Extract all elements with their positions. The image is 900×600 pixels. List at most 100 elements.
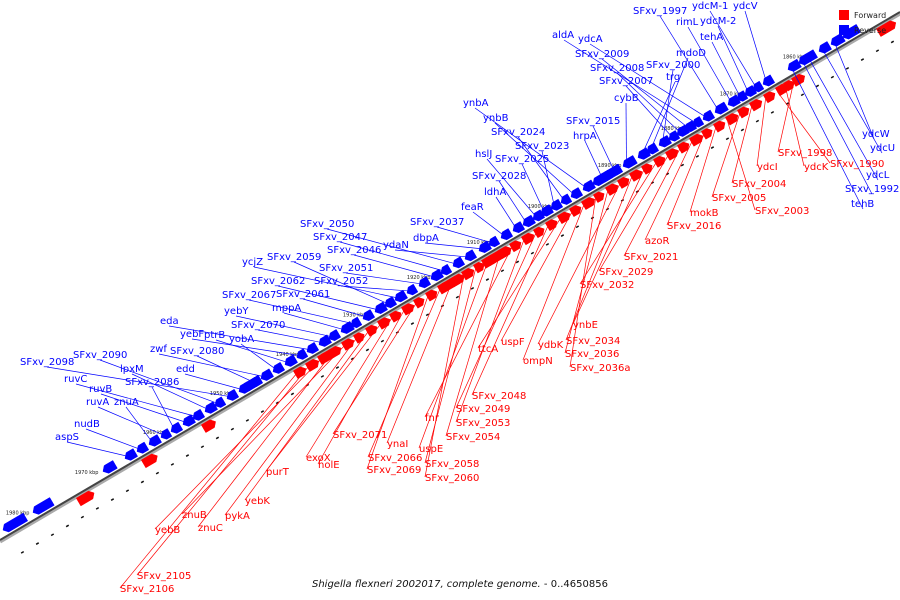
reverse-gene-label[interactable]: ruvA [86, 397, 109, 408]
reverse-gene-arrow[interactable] [787, 58, 802, 72]
forward-gene-label[interactable]: ttcA [478, 344, 498, 355]
reverse-gene-label[interactable]: ydcA [578, 34, 603, 45]
forward-gene-arrow[interactable] [592, 191, 605, 203]
forward-gene-label[interactable]: SFxv_2016 [667, 221, 721, 232]
reverse-gene-label[interactable]: SFxv_2047 [313, 232, 367, 243]
forward-gene-label[interactable]: azoR [645, 236, 669, 247]
forward-gene-label[interactable]: SFxv_2053 [456, 418, 510, 429]
reverse-gene-label[interactable]: ynbB [483, 113, 509, 124]
forward-gene-arrow[interactable] [712, 120, 726, 133]
forward-gene-arrow[interactable] [520, 232, 535, 246]
reverse-gene-label[interactable]: ydcW [862, 129, 890, 140]
forward-gene-label[interactable]: yebB [155, 525, 180, 536]
forward-gene-label[interactable]: exoX [306, 453, 331, 464]
reverse-gene-arrow[interactable] [328, 329, 342, 341]
reverse-gene-label[interactable]: SFxv_2007 [599, 76, 653, 87]
reverse-gene-label[interactable]: trg [666, 72, 680, 83]
reverse-gene-arrow[interactable] [384, 296, 398, 309]
reverse-gene-arrow[interactable] [362, 309, 376, 322]
forward-gene-arrow[interactable] [292, 366, 307, 379]
reverse-gene-label[interactable]: SFxv_2062 [251, 276, 305, 287]
forward-gene-label[interactable]: SFxv_2004 [732, 179, 786, 190]
reverse-gene-label[interactable]: mppA [272, 303, 301, 314]
forward-gene-arrow[interactable] [424, 289, 438, 302]
forward-gene-label[interactable]: ydcI [757, 162, 778, 173]
reverse-gene-arrow[interactable] [762, 74, 776, 87]
forward-gene-label[interactable]: uspF [501, 337, 525, 348]
reverse-gene-arrow[interactable] [32, 497, 55, 515]
reverse-gene-label[interactable]: ydcU [870, 143, 895, 154]
forward-gene-arrow[interactable] [508, 240, 522, 253]
reverse-gene-label[interactable]: aspS [55, 432, 79, 443]
reverse-gene-label[interactable]: SFxv_1997 [633, 6, 687, 17]
forward-gene-label[interactable]: znuB [182, 510, 207, 521]
reverse-gene-arrow[interactable] [622, 155, 638, 169]
forward-gene-arrow[interactable] [628, 169, 643, 182]
reverse-gene-arrow[interactable] [102, 460, 118, 474]
reverse-gene-arrow[interactable] [318, 334, 332, 347]
reverse-gene-label[interactable]: SFxv_2025 [495, 154, 549, 165]
forward-gene-label[interactable]: SFxv_2032 [580, 280, 634, 291]
reverse-gene-arrow[interactable] [124, 448, 138, 461]
reverse-gene-label[interactable]: ruvB [89, 384, 112, 395]
reverse-gene-label[interactable]: SFxv_2067 [222, 290, 276, 301]
reverse-gene-arrow[interactable] [418, 276, 432, 289]
reverse-gene-label[interactable]: ldhA [484, 187, 506, 198]
forward-gene-label[interactable]: ydcK [804, 162, 829, 173]
reverse-gene-label[interactable]: hrpA [573, 131, 597, 142]
forward-gene-label[interactable]: pykA [225, 511, 250, 522]
reverse-gene-arrow[interactable] [452, 256, 466, 269]
reverse-gene-label[interactable]: SFxv_2008 [590, 63, 644, 74]
reverse-gene-arrow[interactable] [406, 283, 419, 296]
reverse-gene-arrow[interactable] [430, 268, 444, 282]
reverse-gene-label[interactable]: tehB [851, 199, 874, 210]
reverse-gene-label[interactable]: ydcL [866, 170, 890, 181]
forward-gene-label[interactable]: SFxv_2003 [755, 206, 809, 217]
reverse-gene-label[interactable]: ptrB [204, 330, 225, 341]
forward-gene-label[interactable]: mokB [690, 208, 719, 219]
forward-gene-label[interactable]: SFxv_2048 [472, 391, 526, 402]
reverse-gene-label[interactable]: yebF [180, 329, 204, 340]
reverse-gene-arrow[interactable] [296, 348, 309, 360]
forward-gene-arrow[interactable] [340, 338, 355, 351]
forward-gene-label[interactable]: ydbK [538, 340, 564, 351]
reverse-gene-arrow[interactable] [582, 179, 596, 192]
reverse-gene-label[interactable]: SFxv_2000 [646, 60, 700, 71]
reverse-gene-arrow[interactable] [798, 53, 812, 66]
reverse-gene-arrow[interactable] [204, 401, 218, 414]
forward-gene-label[interactable]: yebK [245, 496, 270, 507]
reverse-gene-arrow[interactable] [512, 221, 526, 234]
forward-gene-label[interactable]: SFxv_2106 [120, 584, 174, 595]
reverse-gene-label[interactable]: SFxv_2070 [231, 320, 285, 331]
forward-gene-arrow[interactable] [200, 419, 216, 433]
reverse-gene-label[interactable]: ydcV [733, 1, 758, 12]
reverse-gene-label[interactable]: SFxv_1992 [845, 184, 899, 195]
forward-gene-label[interactable]: SFxv_2058 [425, 459, 479, 470]
reverse-gene-label[interactable]: SFxv_2009 [575, 49, 629, 60]
forward-gene-label[interactable]: SFxv_1998 [778, 148, 832, 159]
reverse-gene-arrow[interactable] [464, 249, 478, 262]
reverse-gene-arrow[interactable] [192, 408, 206, 421]
forward-gene-arrow[interactable] [412, 297, 425, 309]
forward-gene-arrow[interactable] [700, 128, 713, 140]
forward-gene-arrow[interactable] [676, 141, 690, 154]
forward-gene-label[interactable]: SFxv_1990 [830, 159, 884, 170]
reverse-gene-label[interactable]: SFxv_2059 [267, 252, 321, 263]
reverse-gene-arrow[interactable] [182, 414, 196, 427]
reverse-gene-label[interactable]: edd [176, 364, 195, 375]
forward-gene-label[interactable]: SFxv_2034 [566, 336, 620, 347]
forward-gene-label[interactable]: uspE [419, 444, 443, 455]
reverse-gene-label[interactable]: SFxv_2086 [125, 377, 179, 388]
reverse-gene-arrow[interactable] [842, 23, 862, 40]
reverse-gene-label[interactable]: SFxv_2023 [515, 141, 569, 152]
reverse-gene-label[interactable]: SFxv_2046 [327, 245, 381, 256]
forward-gene-arrow[interactable] [472, 261, 485, 274]
reverse-gene-label[interactable]: SFxv_2061 [276, 289, 330, 300]
reverse-gene-label[interactable]: yobA [229, 334, 254, 345]
forward-gene-arrow[interactable] [440, 273, 465, 293]
reverse-gene-arrow[interactable] [160, 428, 173, 440]
reverse-gene-arrow[interactable] [500, 228, 514, 241]
reverse-gene-label[interactable]: SFxv_2037 [410, 217, 464, 228]
reverse-gene-arrow[interactable] [532, 209, 546, 222]
reverse-gene-label[interactable]: ycjZ [242, 257, 263, 268]
